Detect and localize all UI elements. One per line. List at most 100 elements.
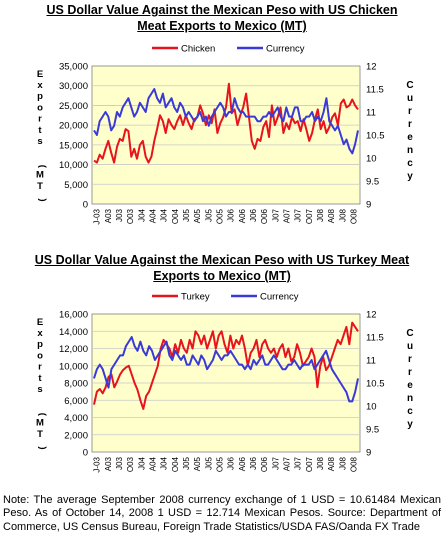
y2-tick-label: 11: [366, 356, 376, 367]
y-axis-title-char: o: [37, 102, 43, 113]
y-axis-title-char: ): [37, 198, 48, 201]
x-tick-label: O06: [260, 208, 269, 224]
y-axis-title-char: p: [37, 339, 43, 350]
x-tick-label: J06: [249, 456, 258, 469]
y2-axis-title-char: u: [407, 93, 413, 104]
y2-axis-title-char: C: [406, 80, 413, 91]
y-axis-title-char: (: [37, 165, 48, 169]
y2-axis-title-char: c: [407, 406, 413, 417]
x-tick-label: A05: [193, 208, 202, 223]
chart2-title: US Dollar Value Against the Mexican Peso…: [0, 252, 444, 284]
y2-axis-title-char: r: [408, 119, 412, 130]
x-tick-label: J06: [249, 208, 258, 221]
series-line-chicken: [93, 82, 359, 164]
x-tick-label: J05: [182, 456, 191, 469]
x-tick-label: A07: [282, 456, 291, 471]
y-axis-title-char: T: [37, 429, 43, 440]
x-tick-label: O04: [171, 208, 180, 224]
y-tick-label: 2,000: [64, 430, 88, 441]
series-line-turkey: [93, 321, 359, 410]
y2-axis-title-char: r: [408, 367, 412, 378]
x-tick-label: O05: [215, 456, 224, 472]
x-tick-label: A06: [238, 208, 247, 223]
x-tick-label: J04: [160, 456, 169, 469]
footnote: Note: The average September 2008 currenc…: [3, 494, 441, 533]
y-axis-title-char: r: [38, 362, 42, 373]
y-tick-label: 10,000: [59, 361, 88, 372]
x-tick-label: O07: [305, 208, 314, 224]
legend-label: Currency: [266, 44, 305, 55]
x-tick-label: J07: [271, 208, 280, 221]
y-tick-label: 6,000: [64, 396, 88, 407]
y2-tick-label: 10: [366, 402, 377, 413]
x-tick-label: A08: [327, 208, 336, 223]
y-tick-label: 0: [83, 448, 88, 459]
x-tick-label: A03: [104, 456, 113, 471]
y2-axis-title-char: c: [407, 158, 413, 169]
y2-axis-title-char: e: [407, 132, 413, 143]
chicken-currency-chart: 0 5,000 10,000 15,000 20,000 25,000 30,000 35,0…: [36, 44, 414, 225]
y-axis-title-char: s: [37, 136, 42, 147]
chart2-title-line2: Exports to Mexico (MT): [153, 269, 291, 283]
turkey-currency-chart: 0 2,000 4,000 6,000 8,000 10,000 12,000 14,000 1…: [36, 292, 414, 473]
y2-tick-label: 10.5: [366, 131, 385, 142]
x-tick-label: J03: [115, 208, 124, 221]
y2-axis-title-char: r: [408, 354, 412, 365]
y2-axis-title-char: n: [407, 393, 413, 404]
y-tick-label: 35,000: [59, 62, 88, 73]
y-axis-title-char: t: [38, 373, 42, 384]
x-tick-label: J05: [204, 456, 213, 469]
y2-tick-label: 12: [366, 310, 377, 321]
y2-tick-label: 10: [366, 154, 377, 165]
x-tick-label: A05: [193, 456, 202, 471]
plot-area: [91, 65, 361, 205]
y2-tick-label: 9: [366, 448, 371, 459]
x-tick-label: J08: [316, 456, 325, 469]
x-tick-label: O05: [215, 208, 224, 224]
x-tick-label: J06: [227, 208, 236, 221]
chart1-title-line2: Meat Exports to Mexico (MT): [137, 19, 307, 33]
x-tick-label: J08: [316, 208, 325, 221]
y-tick-label: 8,000: [64, 379, 88, 390]
y-axis-title-char: x: [37, 328, 43, 339]
x-tick-label: O06: [260, 456, 269, 472]
x-tick-label: A03: [104, 208, 113, 223]
x-tick-label: O07: [305, 456, 314, 472]
y-axis-title-char: (: [37, 413, 48, 417]
y2-axis-title-char: u: [407, 341, 413, 352]
x-tick-label: J-03: [93, 208, 102, 224]
x-tick-label: J04: [137, 456, 146, 469]
y2-tick-label: 11.5: [366, 333, 384, 344]
x-tick-label: J07: [294, 456, 303, 469]
y2-tick-label: 11.5: [366, 85, 384, 96]
y-tick-label: 15,000: [59, 140, 88, 151]
y2-tick-label: 11: [366, 108, 376, 119]
y-tick-label: 5,000: [64, 180, 88, 191]
y-axis-title-char: ): [37, 446, 48, 449]
y-axis-title-char: E: [37, 317, 43, 328]
y-tick-label: 14,000: [59, 327, 88, 338]
y-axis-title-char: s: [37, 384, 42, 395]
x-tick-label: J05: [182, 208, 191, 221]
x-tick-label: A04: [148, 456, 157, 471]
y2-tick-label: 9: [366, 200, 371, 211]
legend-label: Turkey: [181, 292, 210, 303]
x-tick-label: O08: [349, 456, 358, 472]
x-tick-label: J04: [137, 208, 146, 221]
y2-axis-title-char: r: [408, 106, 412, 117]
x-tick-label: J07: [271, 456, 280, 469]
y-axis-title-char: o: [37, 350, 43, 361]
y2-tick-label: 9.5: [366, 425, 379, 436]
chart1-title-line1: US Dollar Value Against the Mexican Peso…: [46, 3, 398, 17]
y-tick-label: 30,000: [59, 81, 88, 92]
y2-tick-label: 9.5: [366, 177, 379, 188]
y-tick-label: 16,000: [59, 310, 88, 321]
x-tick-label: J04: [160, 208, 169, 221]
x-tick-label: J06: [227, 456, 236, 469]
y-axis-title-char: M: [36, 170, 44, 181]
x-tick-label: O03: [126, 208, 135, 224]
x-tick-label: A06: [238, 456, 247, 471]
y-axis-title-char: p: [37, 91, 43, 102]
x-tick-label: J08: [338, 456, 347, 469]
chart1-title: US Dollar Value Against the Mexican Peso…: [0, 2, 444, 34]
